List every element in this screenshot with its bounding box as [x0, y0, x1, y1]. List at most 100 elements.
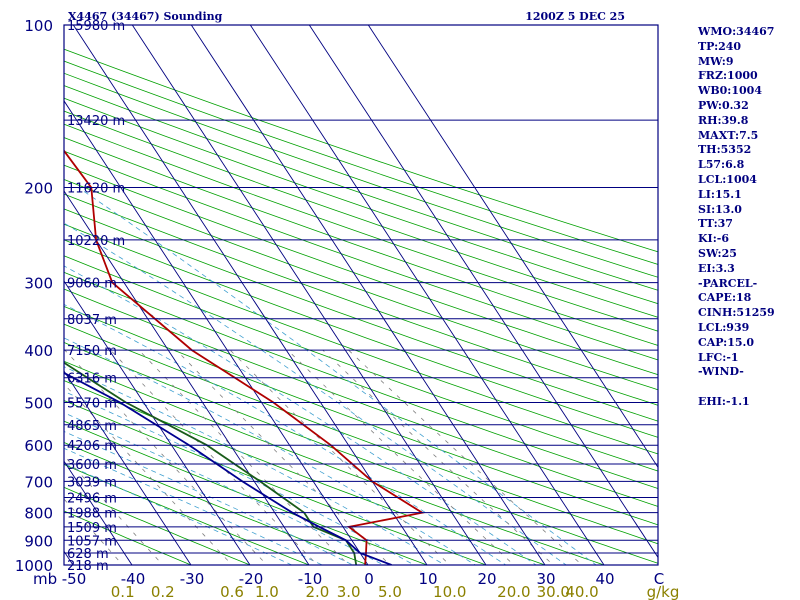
mixing-ratio-line: [176, 349, 391, 565]
plot-area: [0, 13, 658, 576]
index-item: L57:6.8: [698, 158, 745, 172]
height-label: 7150 m: [67, 344, 117, 359]
dry-adiabat: [64, 510, 193, 565]
dry-adiabat: [64, 208, 658, 422]
mixing-ratio-line: [64, 498, 124, 565]
pressure-tick-label: 900: [24, 532, 53, 550]
dry-adiabat: [64, 271, 658, 489]
index-item: CAP:15.0: [698, 335, 755, 349]
index-item: -WIND-: [698, 365, 744, 379]
dry-adiabat: [64, 380, 547, 565]
index-item: WMO:34467: [698, 25, 775, 38]
temperature-tick-label: 30: [536, 570, 555, 588]
isotherm: [64, 370, 192, 565]
height-label: 15980 m: [67, 19, 125, 34]
index-item: LCL:939: [698, 320, 750, 334]
temperature-tick-label: 20: [477, 570, 496, 588]
pressure-tick-label: 200: [24, 180, 53, 198]
isotherm: [64, 100, 369, 565]
mixing-ratio-unit-label: g/kg: [647, 583, 680, 600]
moist-adiabat: [64, 412, 385, 565]
mixing-ratio-label: 10.0: [433, 583, 466, 600]
mixing-ratio-label: 1.0: [255, 583, 279, 600]
mixing-ratio-label: 3.0: [337, 583, 361, 600]
dry-adiabat: [64, 420, 429, 565]
index-item: [698, 380, 798, 395]
pressure-tick-label: 300: [24, 275, 53, 293]
pressure-tick-label: 600: [24, 437, 53, 455]
isotherm: [190, 25, 546, 565]
isotherm: [131, 25, 487, 565]
mixing-ratio-line: [64, 349, 268, 565]
pressure-tick-label: 100: [24, 17, 53, 35]
temperature-profile: [64, 149, 425, 565]
dry-adiabat: [64, 323, 658, 545]
index-item: MW:9: [698, 54, 734, 68]
pressure-tick-label: 800: [24, 505, 53, 523]
height-label: 3600 m: [67, 458, 117, 473]
pressure-unit-label: mb: [33, 570, 57, 588]
dry-adiabat: [64, 193, 658, 406]
index-item: TT:37: [698, 217, 733, 231]
index-item: WB0:1004: [698, 84, 762, 98]
height-label: 11620 m: [67, 182, 125, 197]
index-item: RH:39.8: [698, 113, 749, 127]
height-label: 9060 m: [67, 277, 117, 292]
height-label: 4865 m: [67, 419, 117, 434]
moist-adiabat: [64, 304, 507, 565]
dry-adiabat: [64, 150, 658, 361]
index-item: -PARCEL-: [698, 276, 758, 290]
index-item: SW:25: [698, 246, 737, 260]
dry-adiabat: [64, 223, 658, 438]
dry-adiabat: [64, 464, 311, 565]
index-item: LI:15.1: [698, 187, 742, 201]
index-item: CAPE:18: [698, 291, 752, 305]
mixing-ratio-label: 0.6: [220, 583, 244, 600]
parcel-profile: [64, 371, 392, 565]
height-label: 6316 m: [67, 372, 117, 387]
height-label: 218 m: [67, 559, 109, 574]
height-label: 1509 m: [67, 521, 117, 536]
height-label: 13420 m: [67, 114, 125, 129]
height-label: 4206 m: [67, 439, 117, 454]
isotherm: [64, 280, 251, 565]
temperature-tick-label: -10: [298, 570, 323, 588]
index-item: EI:3.3: [698, 261, 735, 275]
height-label: 628 m: [67, 547, 109, 562]
temperature-unit-label: C: [654, 570, 664, 588]
dry-adiabat: [64, 48, 658, 253]
dry-adiabat: [64, 239, 658, 455]
moist-adiabat: [64, 431, 354, 565]
temperature-tick-label: 10: [418, 570, 437, 588]
dry-adiabat: [64, 60, 658, 265]
dry-adiabat: [64, 179, 658, 391]
isotherm: [0, 13, 21, 576]
mixing-ratio-line: [138, 349, 350, 565]
moist-adiabat: [64, 337, 477, 565]
index-item: LFC:-1: [698, 350, 739, 364]
dry-adiabat: [64, 400, 488, 565]
pressure-tick-label: 1000: [15, 557, 53, 575]
isotherm: [308, 25, 658, 559]
temperature-tick-label: 0: [364, 570, 374, 588]
index-item: TH:5352: [698, 143, 752, 157]
mixing-ratio-line: [229, 349, 451, 565]
mixing-ratio-line: [110, 349, 318, 565]
dry-adiabat: [64, 123, 658, 332]
isotherm: [367, 25, 658, 469]
mixing-ratio-label: 2.0: [305, 583, 329, 600]
index-item: LCL:1004: [698, 172, 757, 186]
pressure-tick-label: 700: [24, 473, 53, 491]
height-label: 1988 m: [67, 507, 117, 522]
dry-adiabat: [64, 288, 658, 507]
chart-time: 1200Z 5 DEC 25: [525, 10, 625, 23]
dry-adiabat: [64, 110, 658, 318]
mixing-ratio-label: 0.2: [151, 583, 175, 600]
chart-title: X4467 (34467) Sounding: [68, 10, 223, 23]
temperature-tick-label: -20: [239, 570, 264, 588]
mixing-ratio-line: [64, 383, 233, 565]
index-item: CINH:51259: [698, 306, 775, 320]
dry-adiabat: [64, 255, 658, 472]
dry-adiabat: [64, 97, 658, 305]
